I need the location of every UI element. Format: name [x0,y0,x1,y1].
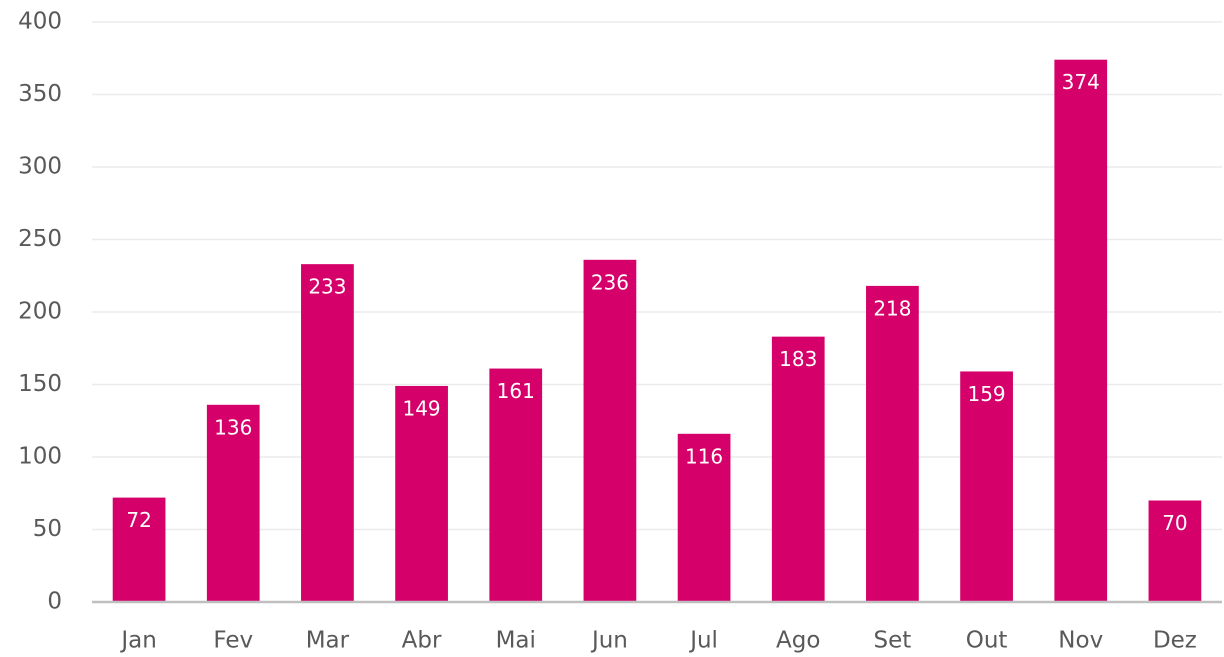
y-tick-label: 50 [33,516,62,542]
data-label: 236 [591,270,629,294]
x-tick-label: Mar [306,628,350,654]
bar [866,285,919,602]
bar [395,385,448,602]
x-tick-label: Dez [1153,628,1197,654]
bar [960,371,1013,602]
bar [489,368,543,602]
data-label: 149 [402,396,440,420]
y-tick-label: 350 [18,81,62,107]
x-tick-label: Ago [776,628,820,654]
x-tick-label: Jan [119,628,156,654]
data-label: 159 [967,382,1005,406]
x-tick-label: Abr [402,628,442,654]
x-tick-label: Jun [590,628,628,654]
bar [1054,59,1108,602]
bar [1148,500,1202,602]
bar [771,336,825,602]
y-tick-label: 400 [18,9,62,35]
data-label: 218 [873,296,911,320]
y-tick-label: 150 [18,371,62,397]
x-tick-label: Nov [1058,628,1103,654]
bar [112,497,166,602]
y-tick-label: 0 [47,589,62,615]
x-tick-label: Fev [213,628,253,654]
y-tick-label: 100 [18,444,62,470]
data-label: 136 [214,415,252,439]
data-label: 116 [685,444,723,468]
x-tick-label: Jul [688,628,718,654]
bar [206,404,260,602]
data-label: 72 [126,508,151,532]
x-tick-label: Set [874,628,912,654]
data-label: 70 [1162,511,1187,535]
bar [301,264,354,602]
data-label: 233 [308,275,346,299]
data-label: 183 [779,347,817,371]
y-tick-label: 300 [18,154,62,180]
x-tick-label: Out [966,628,1008,654]
y-tick-label: 250 [18,226,62,252]
bar [583,259,637,602]
y-tick-label: 200 [18,299,62,325]
data-label: 374 [1062,70,1100,94]
data-label: 161 [497,379,535,403]
bar [677,433,731,602]
x-tick-label: Mai [496,628,536,654]
